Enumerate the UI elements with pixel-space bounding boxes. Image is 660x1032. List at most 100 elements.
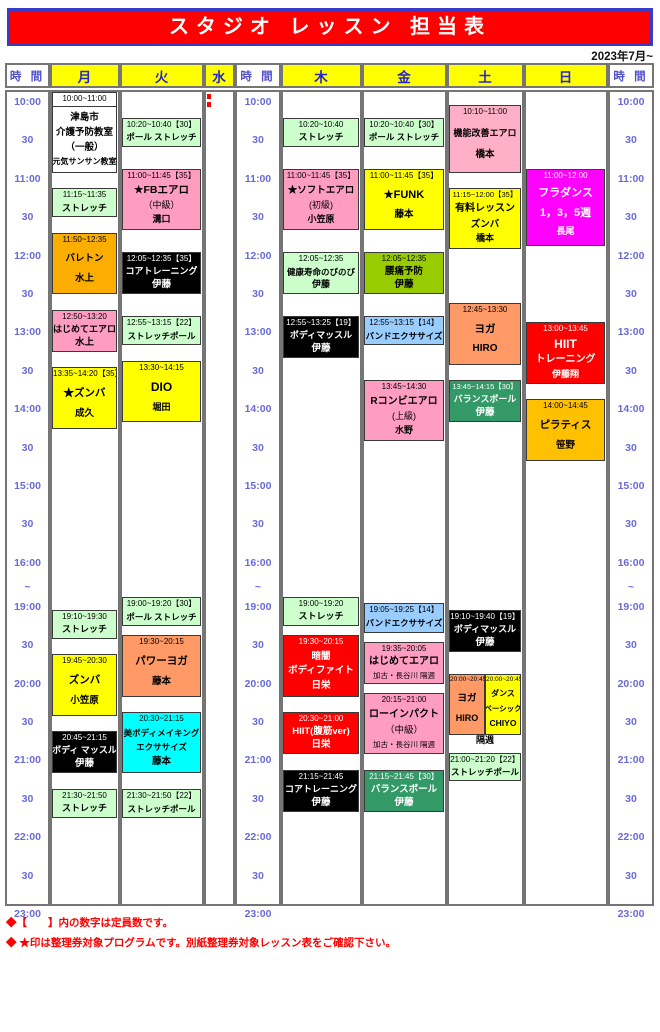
lesson-time: 21:30~21:50【22】 bbox=[126, 790, 197, 800]
lesson-cell: 19:30~20:15 パワーヨガ藤本 bbox=[122, 635, 201, 697]
lesson-cell: 19:10~19:30 ストレッチ bbox=[52, 609, 117, 640]
column-header-wed: 水 bbox=[204, 63, 235, 88]
lesson-line: バランスボール bbox=[370, 783, 438, 795]
lesson-body: ストレッチポール bbox=[123, 328, 200, 344]
time-label: 30 bbox=[625, 869, 637, 882]
lesson-line: ボディファイト bbox=[288, 665, 354, 677]
lesson-body: ポール ストレッチ bbox=[123, 609, 200, 625]
lesson-body: はじめてエアロ 加古・長谷川 隔週 bbox=[365, 654, 443, 683]
column-timeL bbox=[5, 90, 50, 906]
lesson-line: ボディ マッスル bbox=[52, 745, 117, 756]
time-label: 15:00 bbox=[244, 480, 272, 492]
lesson-line: パワーヨガ bbox=[135, 655, 188, 668]
lesson-body: HIIT トレーニング 伊藤翔 bbox=[527, 335, 604, 383]
lesson-time: 11:50~12:35 bbox=[62, 234, 107, 244]
lesson-line: 藤本 bbox=[151, 675, 171, 687]
lesson-time: 11:00~11:45【35】 bbox=[286, 170, 356, 180]
time-label: 30 bbox=[625, 518, 637, 531]
lesson-cell: 20:30~21:00 HIIT(腹筋ver) 日栄 bbox=[283, 712, 359, 755]
lesson-time: 10:20~10:40 bbox=[298, 119, 344, 129]
lesson-line: 隔週 bbox=[475, 735, 494, 746]
lesson-line: 水上 bbox=[74, 336, 94, 348]
time-label: 30 bbox=[21, 288, 34, 300]
column-header-tue: 火 bbox=[120, 63, 204, 88]
lesson-body: 機能改善エアロ 橋本 bbox=[450, 117, 520, 171]
lesson-line: 小笠原 bbox=[70, 694, 99, 706]
time-label: 30 bbox=[21, 518, 34, 531]
lesson-line: 成久 bbox=[74, 407, 94, 419]
lesson-body: 腰痛予防 伊藤 bbox=[365, 264, 443, 293]
lesson-body: ストレッチ bbox=[284, 130, 358, 146]
lesson-body: ボディ マッスル 伊藤 bbox=[53, 744, 116, 773]
lesson-time: 21:30~21:50 bbox=[62, 790, 107, 800]
lesson-line: ストレッチ bbox=[61, 803, 107, 814]
lesson-line: 伊藤 bbox=[74, 758, 94, 770]
lesson-body: バレトン 水上 bbox=[53, 245, 116, 293]
lesson-line: バンドエクササイズ bbox=[365, 618, 443, 628]
time-label: 30 bbox=[21, 364, 34, 377]
lesson-line: HIRO bbox=[455, 713, 479, 724]
lesson-line: CHIYO bbox=[489, 717, 517, 728]
time-label: 23:00 bbox=[14, 908, 41, 920]
lesson-cell: 13:00~13:45 HIIT トレーニング 伊藤翔 bbox=[526, 322, 605, 384]
lesson-line: エクササイズ bbox=[136, 742, 187, 753]
time-label: 30 bbox=[252, 441, 264, 454]
lesson-time: 19:00~19:20 bbox=[298, 598, 344, 608]
time-label: 20:00 bbox=[244, 677, 272, 690]
lesson-line: ★FBエアロ bbox=[134, 184, 189, 197]
lesson-line: ポール ストレッチ bbox=[368, 132, 440, 143]
time-label: 30 bbox=[21, 134, 34, 147]
time-label: 30 bbox=[252, 792, 264, 805]
time-label: 22:00 bbox=[617, 831, 645, 844]
lesson-cell: 21:15~21:45 コアトレーニング 伊藤 bbox=[283, 769, 359, 812]
lesson-body: ピラティス 笹野 bbox=[527, 412, 604, 460]
lesson-cell: 13:45~14:30 Rコンビエアロ (上級) 水野 bbox=[364, 380, 444, 442]
lesson-time: 19:30~20:15 bbox=[139, 637, 184, 647]
lesson-body: はじめてエアロ 水上 bbox=[53, 322, 116, 351]
time-label: ~ bbox=[627, 581, 635, 594]
lesson-line: バンドエクササイズ bbox=[365, 330, 443, 341]
time-label: 30 bbox=[625, 288, 637, 300]
column-timeM bbox=[235, 90, 281, 906]
time-label: 12:00 bbox=[244, 249, 272, 262]
time-label: 30 bbox=[252, 716, 264, 728]
time-label: ~ bbox=[24, 581, 31, 594]
lesson-line: ピラティス bbox=[539, 419, 592, 432]
time-label: 30 bbox=[21, 716, 34, 728]
lesson-time: 19:45~20:30 bbox=[62, 656, 107, 666]
lesson-time: 13:00~13:45 bbox=[543, 324, 588, 334]
lesson-line: 長尾 bbox=[556, 226, 575, 237]
time-label: 10:00 bbox=[244, 96, 272, 108]
time-label: 22:00 bbox=[14, 831, 41, 844]
lesson-line: バレトン bbox=[65, 253, 104, 265]
lesson-time: 12:05~12:35 bbox=[298, 254, 344, 263]
lesson-line: 伊藤 bbox=[311, 279, 330, 290]
column-header-timeR: 時 間 bbox=[608, 63, 654, 88]
time-label: 12:00 bbox=[617, 249, 645, 262]
schedule-grid: 10:00 30 11:00 30 12:00 30 13:00 30 14:00 30 15:00… bbox=[5, 90, 655, 920]
lesson-line: ボディマッスル bbox=[453, 623, 517, 634]
lesson-body: ボディマッスル 伊藤 bbox=[284, 328, 358, 357]
lesson-line: 伊藤 bbox=[475, 406, 495, 418]
lesson-time: 11:00~11:45【35】 bbox=[369, 170, 439, 180]
time-label: 10:00 bbox=[617, 96, 645, 108]
time-label: ~ bbox=[254, 581, 262, 594]
lesson-cell: 11:00~11:45【35】 ★FUNK 藤本 bbox=[364, 168, 444, 231]
lesson-line: DIO bbox=[150, 380, 173, 395]
lesson-time: 12:05~12:35 bbox=[381, 254, 427, 263]
lesson-body: 健康寿命のびのび 伊藤 bbox=[284, 264, 358, 293]
lesson-line: ストレッチポール bbox=[127, 330, 196, 341]
column-header-sat: 土 bbox=[447, 63, 524, 88]
red-mark bbox=[207, 102, 211, 107]
lesson-cell: 20:30~21:15 美ボディメイキング エクササイズ 藤本 bbox=[122, 712, 201, 774]
lesson-line: 健康寿命のびのび bbox=[286, 266, 355, 277]
lesson-line: 溝口 bbox=[152, 214, 171, 225]
red-mark bbox=[207, 94, 211, 99]
footnotes: ◆【 】内の数字は定員数です。 ◆ ★印は整理券対象プログラムです。別紙整理券対… bbox=[6, 914, 660, 954]
lesson-line: ★ソフトエアロ bbox=[287, 184, 355, 196]
lesson-time: 13:45~14:15【30】 bbox=[452, 382, 518, 391]
lesson-body: ローインパクト （中級） 加古・長谷川 隔週 bbox=[365, 705, 443, 753]
lesson-body: ★ズンバ 成久 bbox=[53, 380, 116, 428]
lesson-body: バランスボール 伊藤 bbox=[365, 782, 443, 811]
time-label: 14:00 bbox=[244, 403, 272, 416]
